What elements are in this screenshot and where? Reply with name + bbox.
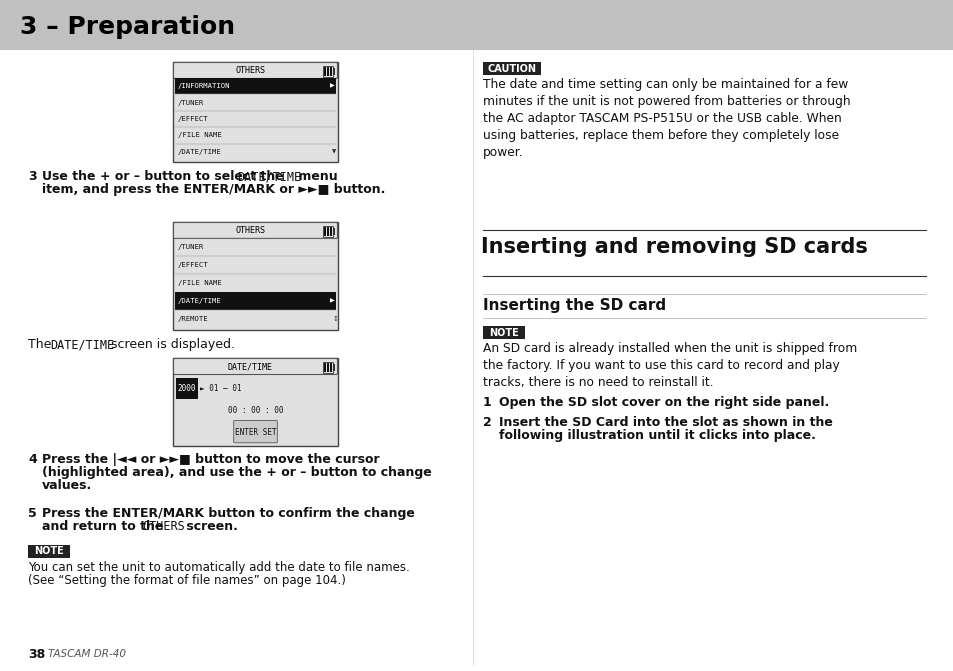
Text: OTHERS: OTHERS <box>235 226 265 235</box>
Bar <box>482 62 540 75</box>
Bar <box>323 66 333 77</box>
Text: 2: 2 <box>482 416 491 429</box>
Text: Inserting the SD card: Inserting the SD card <box>482 298 665 313</box>
Text: /DATE/TIME: /DATE/TIME <box>178 298 221 304</box>
Text: Insert the SD Card into the slot as shown in the: Insert the SD Card into the slot as show… <box>498 416 832 429</box>
Text: 5: 5 <box>28 507 37 520</box>
Bar <box>323 226 333 237</box>
Text: and return to the: and return to the <box>42 520 168 533</box>
Bar <box>28 545 70 558</box>
Text: (See “Setting the format of file names” on page 104.): (See “Setting the format of file names” … <box>28 574 346 587</box>
Text: screen.: screen. <box>182 520 237 533</box>
Text: OTHERS: OTHERS <box>142 520 185 533</box>
Bar <box>324 363 326 372</box>
Text: The: The <box>28 338 55 351</box>
Text: The date and time setting can only be maintained for a few
minutes if the unit i: The date and time setting can only be ma… <box>482 78 850 159</box>
Text: ▼: ▼ <box>332 150 335 154</box>
Text: /FILE NAME: /FILE NAME <box>178 132 221 138</box>
Text: 38: 38 <box>28 648 45 661</box>
Text: following illustration until it clicks into place.: following illustration until it clicks i… <box>498 429 815 442</box>
Text: 4: 4 <box>28 453 37 466</box>
Text: ENTER SET: ENTER SET <box>234 427 276 437</box>
Bar <box>323 362 333 373</box>
Bar <box>0 0 953 50</box>
Bar <box>327 227 329 236</box>
Bar <box>172 358 337 446</box>
Text: item, and press the ENTER/MARK or ►►■ button.: item, and press the ENTER/MARK or ►►■ bu… <box>42 183 385 196</box>
Bar <box>172 222 337 330</box>
Bar <box>327 363 329 372</box>
Text: DATE/TIME: DATE/TIME <box>50 338 114 351</box>
Bar <box>482 326 524 339</box>
Text: Press the ENTER/MARK button to confirm the change: Press the ENTER/MARK button to confirm t… <box>42 507 415 520</box>
Text: You can set the unit to automatically add the date to file names.: You can set the unit to automatically ad… <box>28 561 410 574</box>
Text: 00 : 00 : 00: 00 : 00 : 00 <box>228 406 283 415</box>
Text: /FILE NAME: /FILE NAME <box>178 280 221 286</box>
Text: /EFFECT: /EFFECT <box>178 262 209 268</box>
Text: DATE/TIME: DATE/TIME <box>236 170 301 183</box>
Bar <box>330 227 332 236</box>
Text: 1: 1 <box>482 396 491 409</box>
Text: Open the SD slot cover on the right side panel.: Open the SD slot cover on the right side… <box>498 396 828 409</box>
Text: TASCAM DR-40: TASCAM DR-40 <box>48 649 126 659</box>
Text: OTHERS: OTHERS <box>235 66 265 75</box>
Text: ▶: ▶ <box>330 84 335 89</box>
Bar <box>333 364 335 371</box>
Text: screen is displayed.: screen is displayed. <box>107 338 234 351</box>
Bar <box>174 292 335 310</box>
Text: ↕: ↕ <box>333 316 338 322</box>
Text: /DATE/TIME: /DATE/TIME <box>178 149 221 155</box>
Bar <box>330 67 332 76</box>
Text: 3: 3 <box>28 170 36 183</box>
Text: Press the |◄◄ or ►►■ button to move the cursor: Press the |◄◄ or ►►■ button to move the … <box>42 453 379 466</box>
Bar <box>175 378 198 399</box>
FancyBboxPatch shape <box>173 62 337 79</box>
Text: /TUNER: /TUNER <box>178 99 204 105</box>
Bar <box>172 62 337 162</box>
Text: (highlighted area), and use the + or – button to change: (highlighted area), and use the + or – b… <box>42 466 432 479</box>
Text: DATE/TIME: DATE/TIME <box>228 362 273 371</box>
Bar <box>333 228 335 235</box>
FancyBboxPatch shape <box>173 358 337 374</box>
Text: /INFORMATION: /INFORMATION <box>178 83 231 89</box>
FancyBboxPatch shape <box>173 223 337 238</box>
Text: 2000: 2000 <box>177 384 196 393</box>
Text: 3 – Preparation: 3 – Preparation <box>20 15 234 39</box>
Text: /REMOTE: /REMOTE <box>178 316 209 322</box>
Bar <box>324 67 326 76</box>
Text: Use the + or – button to select the: Use the + or – button to select the <box>42 170 288 183</box>
FancyBboxPatch shape <box>233 421 277 443</box>
Text: Inserting and removing SD cards: Inserting and removing SD cards <box>480 237 867 257</box>
Bar <box>330 363 332 372</box>
Text: /TUNER: /TUNER <box>178 244 204 250</box>
Text: ► 01 – 01: ► 01 – 01 <box>200 384 241 393</box>
Bar <box>174 78 335 95</box>
Text: An SD card is already installed when the unit is shipped from
the factory. If yo: An SD card is already installed when the… <box>482 342 857 389</box>
Text: NOTE: NOTE <box>34 546 64 556</box>
Text: /EFFECT: /EFFECT <box>178 116 209 122</box>
Bar <box>324 227 326 236</box>
Text: values.: values. <box>42 479 92 492</box>
Bar <box>333 68 335 75</box>
Text: NOTE: NOTE <box>489 327 518 338</box>
Text: menu: menu <box>294 170 337 183</box>
Text: CAUTION: CAUTION <box>487 64 536 74</box>
Bar <box>327 67 329 76</box>
Text: ▶: ▶ <box>330 299 335 303</box>
